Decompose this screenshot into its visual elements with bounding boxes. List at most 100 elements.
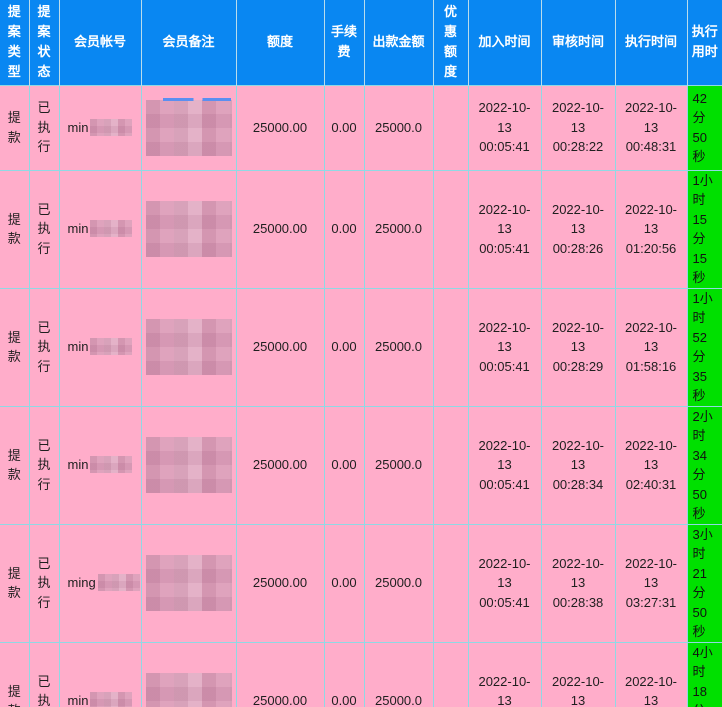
header-label-duration: 执行用时 [691,24,718,60]
cell-exec_time: 2022-10-13 04:24:16 [614,641,688,707]
cell-remark [140,287,237,407]
cell-discount [432,523,469,643]
remark-redacted-mosaic [145,673,232,707]
cell-audit_time: 2022-10-13 00:28:41 [540,641,616,707]
header-label-status: 提案状态 [37,4,51,80]
cell-account: min [58,84,142,171]
cell-amount: 25000.00 [235,169,325,289]
header-cell-status: 提案状态 [28,0,60,86]
cell-amount: 25000.00 [235,523,325,643]
cell-amount: 25000.00 [235,84,325,171]
account-prefix: min [67,457,89,473]
account-redacted-mosaic [90,456,133,474]
cell-type: 提款 [0,523,30,643]
cell-discount [432,287,469,407]
header-label-payout: 出款金额 [372,34,425,50]
cell-audit_time: 2022-10-13 00:28:26 [540,169,616,289]
table-row: 提款 已执行 ming 25000.00 0.00 25000.0 2022-10-13 0… [0,523,722,643]
cell-account: min [58,287,142,407]
header-cell-exec_time: 执行时间 [614,0,688,86]
header-label-fee: 手续费 [330,24,357,60]
cell-amount: 25000.00 [235,405,325,525]
header-cell-duration: 执行用时 [686,0,722,86]
header-label-audit_time: 审核时间 [551,34,604,50]
cell-exec_time: 2022-10-13 02:40:31 [614,405,688,525]
header-cell-account: 会员帐号 [58,0,142,86]
account-redacted-mosaic [90,220,133,238]
account-prefix: min [67,221,89,237]
cell-duration: 4小时18分35秒 [686,641,722,707]
cell-audit_time: 2022-10-13 00:28:38 [540,523,616,643]
cell-discount [432,405,469,525]
cell-duration: 3小时21分50秒 [686,523,722,643]
cell-remark [140,641,237,707]
account-prefix: min [67,339,89,355]
account-prefix: min [67,693,89,707]
cell-duration: 2小时34分50秒 [686,405,722,525]
cell-audit_time: 2022-10-13 00:28:34 [540,405,616,525]
cell-account: min [58,405,142,525]
cell-fee: 0.00 [323,641,365,707]
header-cell-amount: 额度 [235,0,325,86]
cell-payout: 25000.0 [363,405,434,525]
header-label-join_time: 加入时间 [478,34,531,50]
cell-audit_time: 2022-10-13 00:28:22 [540,84,616,171]
cell-status: 已执行 [28,405,60,525]
cell-payout: 25000.0 [363,523,434,643]
cell-payout: 25000.0 [363,84,434,171]
header-cell-join_time: 加入时间 [467,0,542,86]
header-cell-payout: 出款金额 [363,0,434,86]
cell-join_time: 2022-10-13 00:05:41 [467,287,542,407]
remark-highlight-strip [162,97,232,101]
account-redacted-mosaic [90,118,133,136]
cell-account: min [58,641,142,707]
cell-fee: 0.00 [323,405,365,525]
cell-exec_time: 2022-10-13 01:20:56 [614,169,688,289]
header-cell-discount: 优惠额度 [432,0,469,86]
header-row: 提案类型 提案状态 会员帐号 会员备注 额度 手续费 出款金额 优惠额度 加入时间 审核时间 执行时… [0,0,722,86]
header-label-remark: 会员备注 [162,34,215,50]
cell-status: 已执行 [28,641,60,707]
cell-payout: 25000.0 [363,169,434,289]
cell-duration: 42分50秒 [686,84,722,171]
cell-remark [140,84,237,171]
cell-fee: 0.00 [323,84,365,171]
cell-remark [140,405,237,525]
cell-exec_time: 2022-10-13 00:48:31 [614,84,688,171]
cell-account: min [58,169,142,289]
cell-type: 提款 [0,405,30,525]
header-cell-audit_time: 审核时间 [540,0,616,86]
cell-join_time: 2022-10-13 00:05:41 [467,169,542,289]
cell-status: 已执行 [28,84,60,171]
account-prefix: ming [67,575,96,591]
cell-fee: 0.00 [323,287,365,407]
cell-type: 提款 [0,641,30,707]
cell-audit_time: 2022-10-13 00:28:29 [540,287,616,407]
cell-payout: 25000.0 [363,641,434,707]
remark-redacted-mosaic [145,555,232,612]
remark-redacted-mosaic [145,437,232,494]
cell-account: ming [58,523,142,643]
cell-amount: 25000.00 [235,641,325,707]
cell-status: 已执行 [28,169,60,289]
cell-join_time: 2022-10-13 00:05:41 [467,405,542,525]
cell-remark [140,169,237,289]
cell-remark [140,523,237,643]
remark-redacted-mosaic [145,97,232,156]
cell-discount [432,169,469,289]
cell-type: 提款 [0,169,30,289]
cell-discount [432,641,469,707]
cell-type: 提款 [0,287,30,407]
header-label-discount: 优惠额度 [443,4,457,80]
cell-join_time: 2022-10-13 00:05:41 [467,84,542,171]
cell-fee: 0.00 [323,523,365,643]
account-redacted-mosaic [90,692,133,707]
header-cell-fee: 手续费 [323,0,365,86]
cell-duration: 1小时52分35秒 [686,287,722,407]
